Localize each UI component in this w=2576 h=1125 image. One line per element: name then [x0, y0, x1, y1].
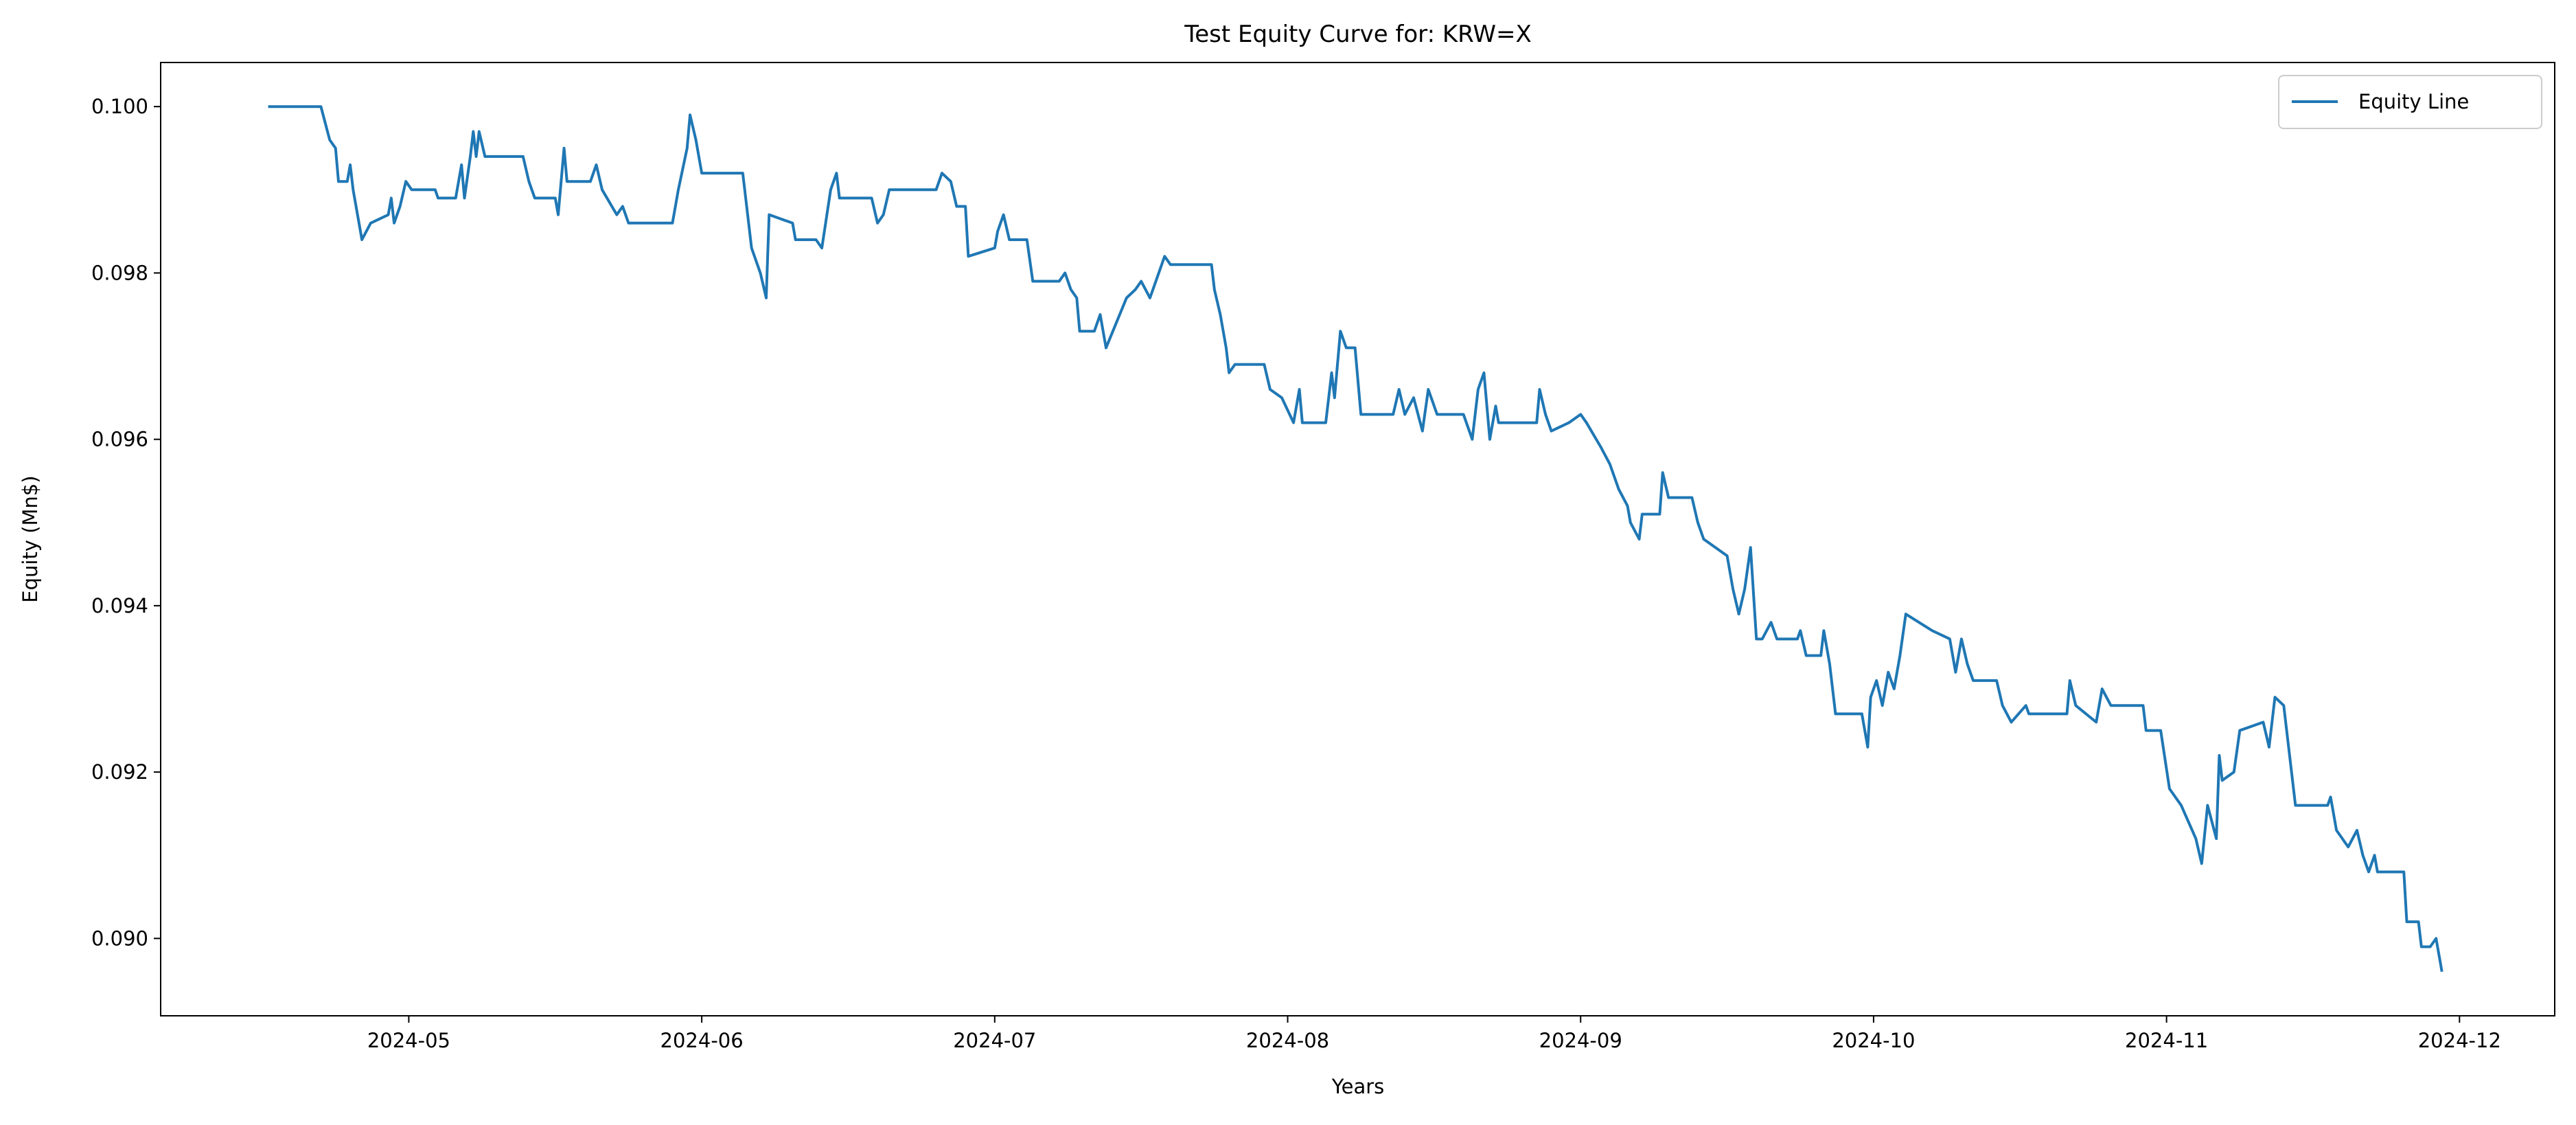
x-tick-label: 2024-08: [1246, 1029, 1329, 1052]
y-tick-label: 0.090: [91, 927, 148, 950]
legend-label: Equity Line: [2358, 90, 2469, 113]
chart-title: Test Equity Curve for: KRW=X: [1184, 21, 1532, 48]
x-axis-label: Years: [1331, 1075, 1385, 1098]
legend-box: [2278, 75, 2542, 129]
equity-line: [268, 105, 2443, 973]
y-tick-label: 0.098: [91, 261, 148, 284]
y-tick-label: 0.092: [91, 760, 148, 784]
x-tick-label: 2024-10: [1832, 1029, 1915, 1052]
y-tick-label: 0.100: [91, 95, 148, 118]
x-tick-label: 2024-12: [2418, 1029, 2501, 1052]
x-tick-label: 2024-07: [953, 1029, 1036, 1052]
y-tick-label: 0.096: [91, 428, 148, 451]
y-axis-label: Equity (Mn$): [19, 475, 42, 602]
x-tick-label: 2024-05: [367, 1029, 450, 1052]
x-tick-label: 2024-09: [1539, 1029, 1622, 1052]
x-tick-label: 2024-11: [2125, 1029, 2208, 1052]
x-tick-label: 2024-06: [660, 1029, 744, 1052]
axes-frame: [160, 62, 2555, 1016]
y-tick-label: 0.094: [91, 594, 148, 617]
